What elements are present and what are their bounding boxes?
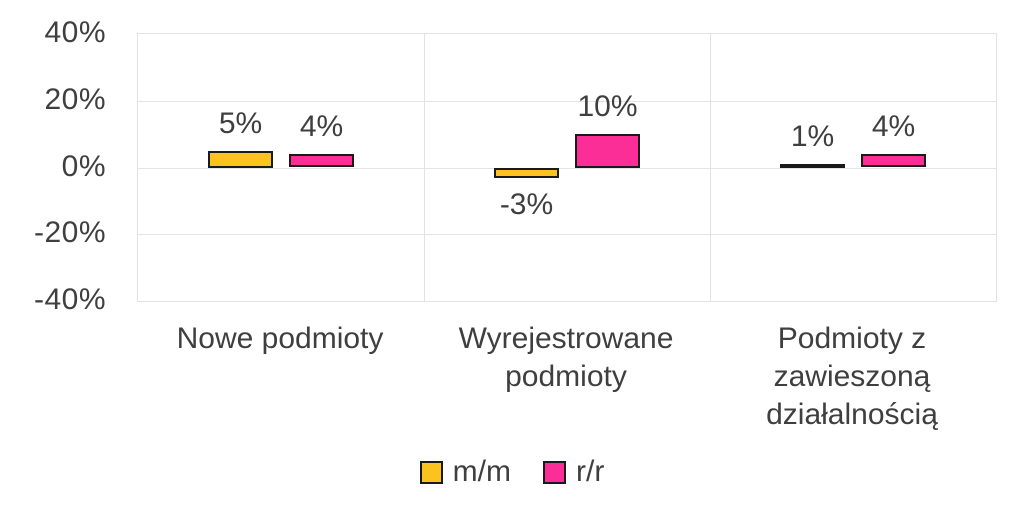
y-tick-label: 40% — [44, 16, 106, 49]
y-axis-tick-labels: 40% 20% 0% -20% -40% — [0, 0, 106, 340]
legend-item-r/r: r/r — [543, 455, 604, 489]
bar-m/m-3 — [780, 163, 845, 168]
bar-r/r-3 — [861, 154, 926, 168]
chart-legend: m/m r/r — [0, 455, 1024, 489]
legend-item-m/m: m/m — [419, 455, 511, 489]
y-tick-label: 20% — [44, 82, 106, 116]
gridline-horizontal — [138, 234, 996, 236]
bar-value-label: 5% — [218, 106, 263, 140]
legend-label: m/m — [452, 455, 511, 488]
category-separator-line — [710, 34, 711, 301]
legend-label: r/r — [576, 455, 605, 488]
plot-area: 5% 4% -3% 10% 1% 4% — [137, 33, 997, 302]
bar-r/r-2 — [575, 134, 640, 168]
bar-r/r-1 — [289, 154, 354, 168]
bar-m/m-1 — [208, 150, 273, 168]
bar-value-label: 4% — [871, 110, 916, 144]
gridline-horizontal — [138, 167, 996, 169]
category-label: Nowe podmioty — [176, 322, 384, 355]
category-label: Wyrejestrowane podmioty — [458, 322, 674, 393]
legend-swatch-r/r — [543, 460, 566, 484]
bar-value-label: 10% — [577, 90, 638, 124]
y-tick-label: 0% — [61, 149, 106, 183]
legend-swatch-m/m — [419, 460, 443, 484]
y-tick-label: -20% — [33, 216, 106, 250]
y-tick-label: -40% — [33, 283, 106, 316]
category-label: Podmioty z zawieszoną działalnością — [766, 322, 938, 431]
category-separator-line — [424, 34, 425, 301]
gridline-horizontal — [138, 100, 996, 102]
bar-m/m-2 — [494, 167, 559, 178]
bar-value-label: 4% — [299, 110, 344, 144]
bar-value-label: -3% — [499, 187, 554, 221]
bar-value-label: 1% — [790, 119, 835, 153]
